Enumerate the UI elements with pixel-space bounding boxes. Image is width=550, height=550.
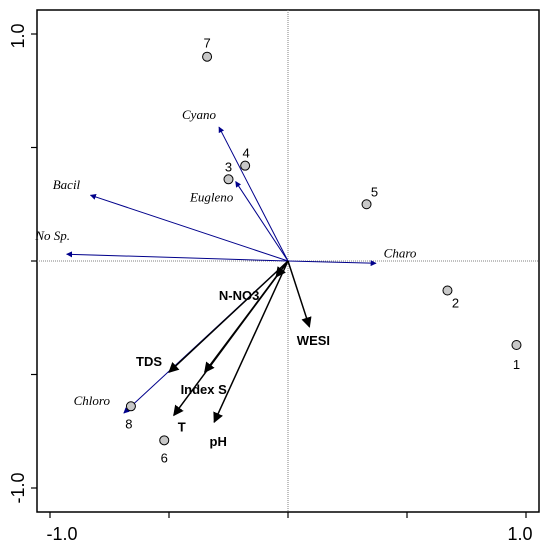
env-arrow-t — [173, 260, 289, 417]
env-arrow-ph — [213, 260, 289, 424]
species-arrow-eugleno — [235, 181, 289, 262]
env-arrow-wesi — [287, 260, 312, 328]
site-point-1 — [511, 339, 522, 350]
x-tick-label-left: -1.0 — [46, 524, 77, 544]
species-arrows: Cyano Bacil Eugleno No Sp. Charo Chloro — [34, 107, 417, 414]
env-label-wesi: WESI — [297, 333, 330, 348]
site-point-3 — [223, 174, 234, 185]
site-label-6: 6 — [161, 450, 168, 465]
site-label-8: 8 — [125, 416, 132, 431]
site-label-2: 2 — [452, 296, 459, 311]
species-arrow-charo — [287, 260, 377, 267]
site-label-7: 7 — [203, 36, 210, 51]
site-points: 1 2 34 5 6 7 8 — [125, 36, 522, 465]
env-label-t: T — [178, 419, 186, 434]
axis-ticks — [31, 33, 527, 518]
species-arrow-cyano — [218, 126, 289, 262]
species-label-chloro: Chloro — [74, 393, 111, 408]
species-label-eugleno: Eugleno — [189, 190, 234, 205]
env-label-n-no3: N-NO3 — [219, 288, 259, 303]
site-point-5 — [361, 199, 372, 210]
species-label-bacil: Bacil — [53, 177, 81, 192]
env-label-tds: TDS — [136, 354, 162, 369]
x-tick-label-right: 1.0 — [507, 524, 532, 544]
species-label-no-sp: No Sp. — [34, 228, 70, 243]
site-point-7 — [202, 51, 213, 62]
species-arrow-no-sp — [66, 251, 289, 262]
site-point-4 — [240, 160, 251, 171]
env-label-ph: pH — [210, 434, 227, 449]
y-tick-label-top: 1.0 — [8, 23, 28, 48]
env-label-index-s: Index S — [181, 382, 228, 397]
site-label-3: 3 — [225, 159, 232, 174]
environmental-arrows: N-NO3 WESI TDS Index S TpH — [136, 260, 330, 449]
env-arrow-tds — [168, 260, 289, 373]
site-label-5: 5 — [371, 184, 378, 199]
site-label-4: 4 — [243, 146, 250, 161]
y-tick-label-bottom: -1.0 — [8, 472, 28, 503]
species-arrow-bacil — [89, 194, 289, 262]
site-point-6 — [159, 435, 170, 446]
site-point-2 — [442, 285, 453, 296]
site-label-1: 1 — [513, 357, 520, 372]
site-point-8 — [125, 401, 136, 412]
species-label-cyano: Cyano — [182, 107, 216, 122]
species-label-charo: Charo — [384, 245, 417, 260]
